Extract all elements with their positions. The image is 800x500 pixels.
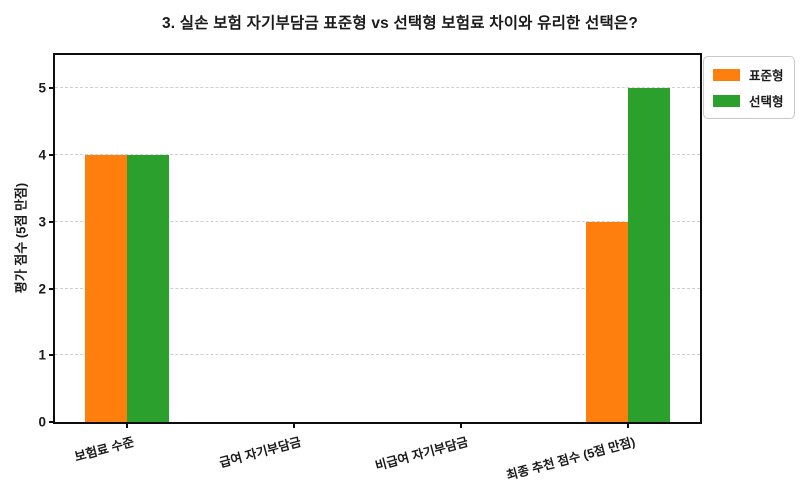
y-tick-label-5: 5 xyxy=(38,80,46,96)
legend-label-standard: 표준형 xyxy=(749,69,784,83)
gridline-y4 xyxy=(55,154,700,156)
y-axis-label: 평가 점수 (5점 만점) xyxy=(13,182,29,294)
y-tick-mark-3 xyxy=(49,220,55,223)
bar-s0-c3 xyxy=(586,221,629,422)
x-tick-mark-3 xyxy=(627,422,630,428)
x-tick-label-1: 급여 자기부담금 xyxy=(217,434,303,471)
legend-swatch-optional-icon xyxy=(713,94,740,107)
chart-title: 3. 실손 보험 자기부담금 표준형 vs 선택형 보험료 차이와 유리한 선택… xyxy=(161,15,639,32)
y-tick-label-4: 4 xyxy=(38,147,46,163)
x-tick-label-3: 최종 추천 점수 (5점 만점) xyxy=(505,434,637,483)
y-tick-label-1: 1 xyxy=(38,347,46,363)
bar-s1-c0 xyxy=(126,155,169,422)
legend: 표준형 선택형 xyxy=(703,56,795,119)
y-tick-mark-2 xyxy=(49,287,55,290)
gridline-y3 xyxy=(55,220,700,222)
x-tick-label-0: 보험료 수준 xyxy=(72,434,136,465)
y-tick-mark-0 xyxy=(49,421,55,423)
legend-item-standard: 표준형 xyxy=(713,65,784,84)
gridline-y1 xyxy=(55,354,700,356)
x-tick-mark-1 xyxy=(292,422,295,428)
y-tick-mark-5 xyxy=(49,87,55,90)
y-tick-label-0: 0 xyxy=(38,414,46,430)
y-tick-label-2: 2 xyxy=(38,281,46,297)
x-tick-mark-0 xyxy=(125,422,128,428)
legend-label-optional: 선택형 xyxy=(749,95,784,109)
legend-swatch-standard-icon xyxy=(713,68,740,81)
bar-s0-c0 xyxy=(85,155,127,422)
x-tick-mark-2 xyxy=(460,422,463,428)
gridline-y2 xyxy=(55,287,700,289)
legend-item-optional: 선택형 xyxy=(713,91,784,110)
y-tick-label-3: 3 xyxy=(38,214,46,230)
y-tick-mark-1 xyxy=(49,354,55,357)
y-tick-mark-4 xyxy=(49,154,55,157)
x-tick-label-2: 비급여 자기부담금 xyxy=(373,434,470,474)
gridline-y5 xyxy=(55,87,700,89)
bar-s1-c3 xyxy=(628,88,670,422)
